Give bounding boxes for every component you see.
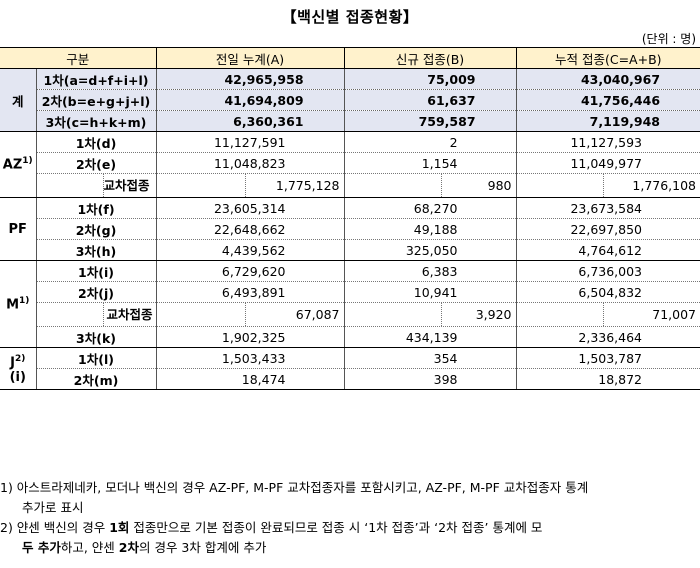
table-row: M1) 1차(i) 6,729,620 6,383 6,736,003 — [0, 260, 700, 348]
cell-b: 61,637 — [343, 89, 517, 111]
group-m: M1) — [0, 260, 36, 348]
cell-c: 4,764,612 — [515, 239, 700, 261]
cell-b: 398 — [343, 368, 517, 390]
cell-a: 23,605,314 — [155, 197, 345, 219]
footnote-2: 2) 얀센 백신의 경우 1회 접종만으로 기본 접종이 완료되므로 접종 시 … — [0, 520, 543, 535]
table-row: 계 1차(a=d+f+i+l) 42,965,958 75,009 43,040… — [0, 68, 700, 132]
header-col-a: 전일 누계(A) — [155, 47, 345, 69]
row-label: 2차(b=e+g+j+l) — [35, 89, 157, 111]
cell-c: 23,673,584 — [515, 197, 700, 219]
cell-c: 71,007 — [515, 302, 700, 327]
cell-a: 11,127,591 — [155, 131, 345, 153]
table-row: 3차(h) 4,439,562 325,050 4,764,612 — [0, 239, 700, 261]
header-group: 구분 — [0, 47, 157, 69]
unit-label: (단위 : 명) — [641, 32, 696, 46]
cell-c: 7,119,948 — [515, 110, 700, 132]
cell-a: 6,360,361 — [155, 110, 345, 132]
cell-c: 41,756,446 — [515, 89, 700, 111]
cell-b: 325,050 — [343, 239, 517, 261]
table-row: J2) (i) 1차(l) 1,503,433 354 1,503,787 — [0, 347, 700, 390]
row-label: 1차(d) — [35, 131, 157, 153]
cell-a: 18,474 — [155, 368, 345, 390]
cell-a: 42,965,958 — [155, 68, 345, 90]
table-row: 2차(e) 11,048,823 1,154 11,049,977 — [0, 152, 700, 174]
cell-a: 6,729,620 — [155, 260, 345, 282]
cell-c: 18,872 — [515, 368, 700, 390]
cell-a: 11,048,823 — [155, 152, 345, 174]
cell-c: 22,697,850 — [515, 218, 700, 240]
cell-b: 1,154 — [343, 152, 517, 174]
cell-a: 1,902,325 — [155, 326, 345, 348]
cell-b: 354 — [343, 347, 517, 369]
row-label: 2차(e) — [35, 152, 157, 174]
vaccine-table: 구분 전일 누계(A) 신규 접종(B) 누적 접종(C=A+B) 계 1차(a… — [0, 47, 700, 390]
table-row: 2차(b=e+g+j+l) 41,694,809 61,637 41,756,4… — [0, 89, 700, 111]
cell-c: 11,127,593 — [515, 131, 700, 153]
cell-c: 2,336,464 — [515, 326, 700, 348]
footnote-1: 1) 아스트라제네카, 모더나 백신의 경우 AZ-PF, M-PF 교차접종자… — [0, 480, 589, 495]
group-pf: PF — [0, 197, 36, 261]
footnotes: 1) 아스트라제네카, 모더나 백신의 경우 AZ-PF, M-PF 교차접종자… — [0, 478, 700, 558]
header-col-c: 누적 접종(C=A+B) — [515, 47, 700, 69]
cell-a: 4,439,562 — [155, 239, 345, 261]
table-row: 2차(m) 18,474 398 18,872 — [0, 368, 700, 390]
cell-a: 41,694,809 — [155, 89, 345, 111]
cell-b: 980 — [343, 173, 517, 198]
table-row: 2차(j) 6,493,891 10,941 6,504,832 — [0, 281, 700, 303]
page-title: 【백신별 접종현황】 — [281, 8, 419, 26]
row-label: 1차(l) — [35, 347, 157, 369]
cell-b: 75,009 — [343, 68, 517, 90]
cell-b: 68,270 — [343, 197, 517, 219]
cell-c: 1,503,787 — [515, 347, 700, 369]
group-az: AZ1) — [0, 131, 36, 198]
group-total: 계 — [0, 68, 36, 132]
cell-a: 67,087 — [155, 302, 345, 327]
cell-c: 43,040,967 — [515, 68, 700, 90]
table-row: AZ1) 1차(d) 11,127,591 2 11,127,593 — [0, 131, 700, 198]
cell-c: 6,736,003 — [515, 260, 700, 282]
cell-a: 6,493,891 — [155, 281, 345, 303]
row-label: 교차접종 — [35, 302, 157, 327]
cell-c: 1,776,108 — [515, 173, 700, 198]
row-label: 2차(j) — [35, 281, 157, 303]
cross-row: 교차접종 1,775,128 980 1,776,108 — [0, 173, 700, 198]
cell-c: 11,049,977 — [515, 152, 700, 174]
header-col-b: 신규 접종(B) — [343, 47, 517, 69]
row-label: 교차접종 — [35, 173, 157, 198]
cell-b: 49,188 — [343, 218, 517, 240]
table-row: 3차(c=h+k+m) 6,360,361 759,587 7,119,948 — [0, 110, 700, 132]
row-label: 1차(i) — [35, 260, 157, 282]
cell-a: 1,775,128 — [155, 173, 345, 198]
cell-b: 10,941 — [343, 281, 517, 303]
footnote-2-cont: 두 추가하고, 얀센 2차의 경우 3차 합계에 추가 — [22, 540, 267, 555]
cross-row: 교차접종 67,087 3,920 71,007 — [0, 302, 700, 327]
row-label: 1차(a=d+f+i+l) — [35, 68, 157, 90]
row-label: 3차(c=h+k+m) — [35, 110, 157, 132]
table-row: PF 1차(f) 23,605,314 68,270 23,673,584 — [0, 197, 700, 261]
footnote-1-cont: 추가로 표시 — [22, 500, 84, 515]
cell-b: 434,139 — [343, 326, 517, 348]
cell-b: 759,587 — [343, 110, 517, 132]
table-row: 3차(k) 1,902,325 434,139 2,336,464 — [0, 326, 700, 348]
cell-b: 3,920 — [343, 302, 517, 327]
cell-b: 2 — [343, 131, 517, 153]
row-label: 2차(g) — [35, 218, 157, 240]
cell-a: 1,503,433 — [155, 347, 345, 369]
table-row: 2차(g) 22,648,662 49,188 22,697,850 — [0, 218, 700, 240]
row-label: 3차(k) — [35, 326, 157, 348]
group-j: J2) (i) — [0, 347, 36, 390]
row-label: 3차(h) — [35, 239, 157, 261]
cell-a: 22,648,662 — [155, 218, 345, 240]
cell-b: 6,383 — [343, 260, 517, 282]
row-label: 1차(f) — [35, 197, 157, 219]
row-label: 2차(m) — [35, 368, 157, 390]
cell-c: 6,504,832 — [515, 281, 700, 303]
table-header-row: 구분 전일 누계(A) 신규 접종(B) 누적 접종(C=A+B) — [0, 47, 700, 69]
